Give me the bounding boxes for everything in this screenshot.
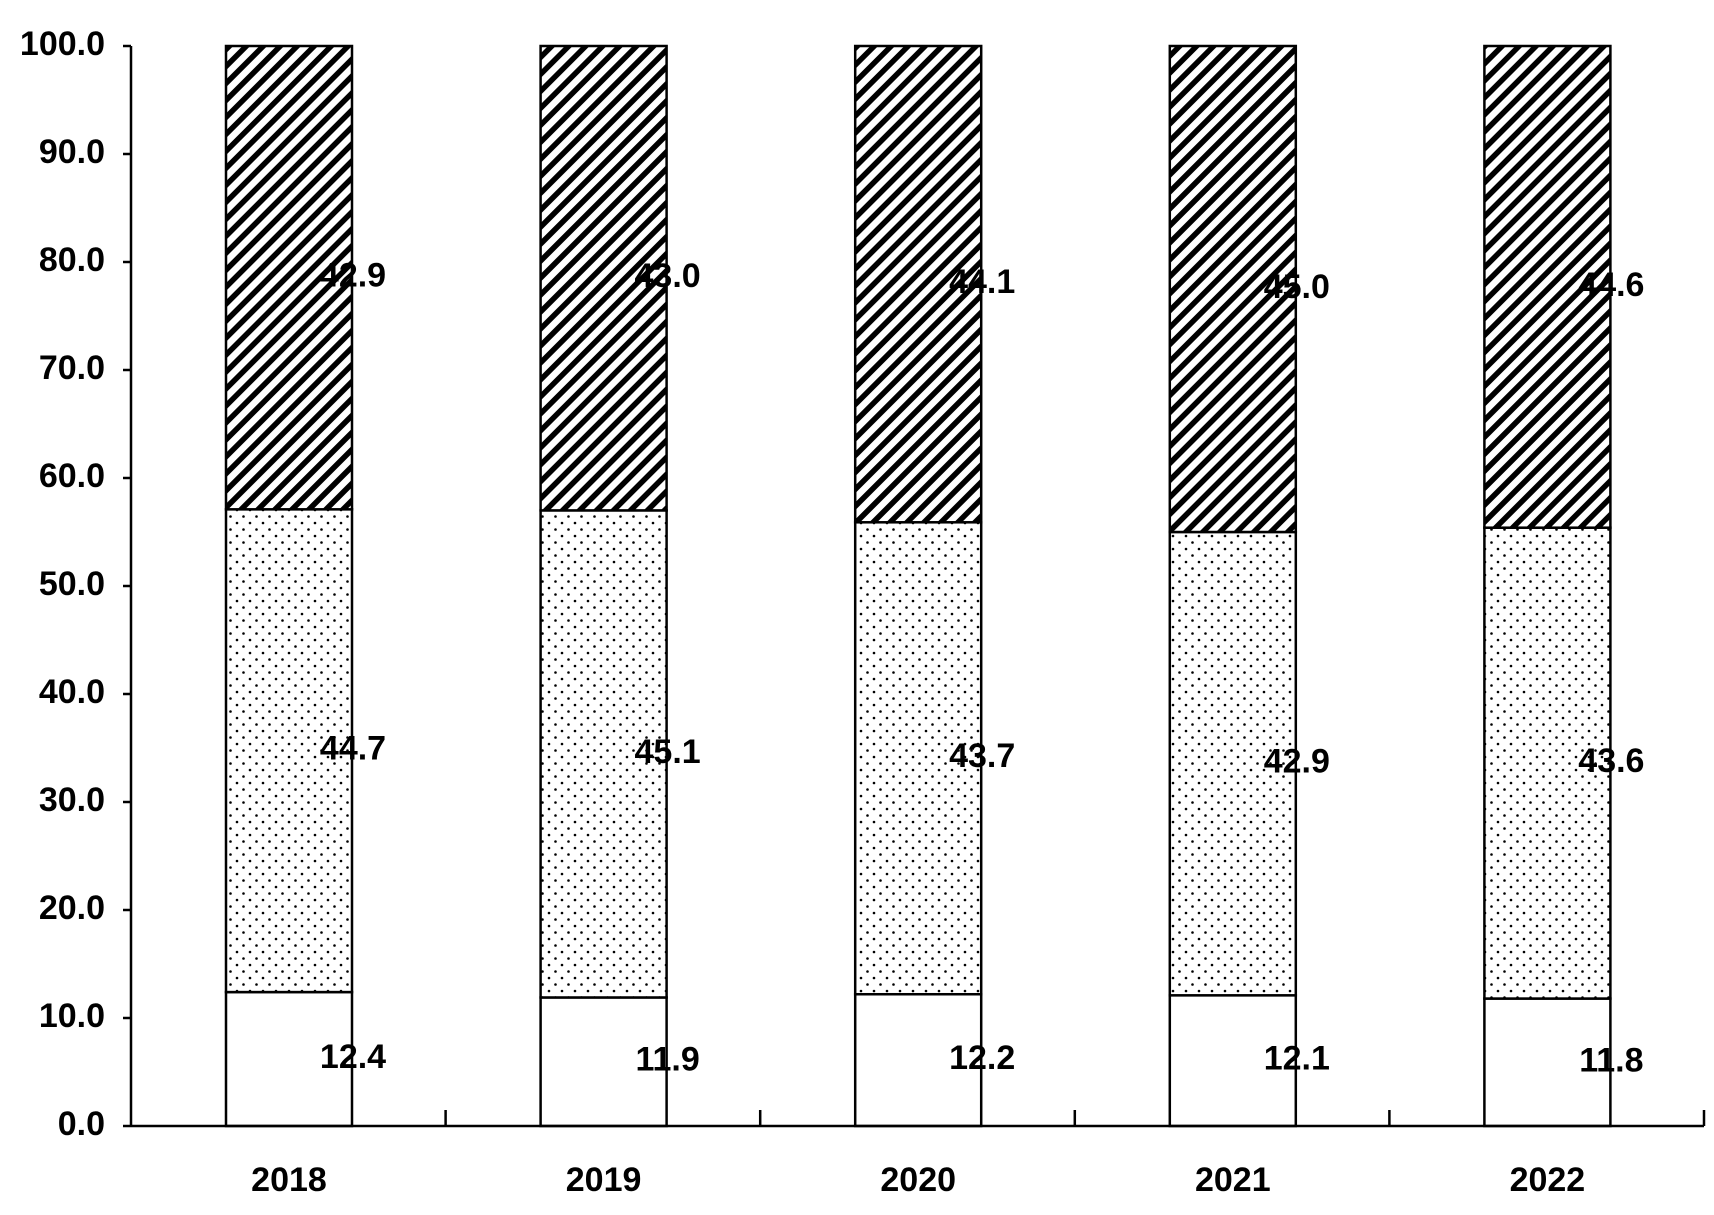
labels-layer: 0.0 10.0 20.0 30.0 40.0 50.0 60.0 70.0 80.0 90.0 1…	[20, 25, 1645, 1199]
y-tick-label: 20.0	[39, 889, 105, 927]
bar-segment-middle-2020	[853, 521, 983, 996]
bar-segment-middle-2021	[1168, 530, 1298, 997]
x-category-label-2019: 2019	[566, 1161, 642, 1199]
data-label-top-2022: 44.6	[1578, 266, 1644, 304]
bar-segment-top-2018	[224, 44, 354, 511]
data-label-middle-2020: 43.7	[949, 737, 1015, 775]
data-label-bottom-2021: 12.1	[1264, 1040, 1330, 1078]
bars-layer	[224, 44, 1612, 1128]
y-tick-label: 100.0	[20, 25, 105, 63]
axes-layer	[123, 44, 1706, 1128]
bar-segment-bottom-2021	[1168, 994, 1298, 1128]
y-tick-label: 80.0	[39, 241, 105, 279]
bar-segment-top-2020	[853, 44, 983, 524]
y-tick-label: 30.0	[39, 781, 105, 819]
bar-segment-bottom-2018	[224, 990, 354, 1128]
y-tick-label: 0.0	[58, 1105, 105, 1143]
x-category-label-2022: 2022	[1510, 1161, 1586, 1199]
bar-segment-top-2021	[1168, 44, 1298, 534]
x-category-label-2021: 2021	[1195, 1161, 1271, 1199]
data-label-bottom-2019: 11.9	[635, 1041, 699, 1079]
bar-segment-bottom-2019	[539, 996, 668, 1128]
bar-segment-middle-2019	[539, 509, 668, 999]
bar-segment-middle-2018	[224, 508, 354, 994]
y-tick-label: 90.0	[39, 133, 105, 171]
y-tick-label: 70.0	[39, 349, 105, 387]
data-label-middle-2018: 44.7	[320, 730, 386, 768]
x-category-label-2020: 2020	[880, 1161, 956, 1199]
y-tick-label: 50.0	[39, 565, 105, 603]
bar-segment-top-2022	[1483, 44, 1612, 529]
data-label-top-2019: 43.0	[635, 257, 701, 295]
data-label-top-2021: 45.0	[1264, 268, 1330, 306]
data-label-bottom-2020: 12.2	[949, 1039, 1015, 1077]
x-category-label-2018: 2018	[251, 1161, 327, 1199]
y-tick-label: 60.0	[39, 457, 105, 495]
data-label-top-2018: 42.9	[320, 257, 386, 295]
bar-segment-top-2019	[539, 44, 668, 512]
data-label-top-2020: 44.1	[949, 263, 1015, 301]
data-label-middle-2022: 43.6	[1578, 742, 1644, 780]
data-label-middle-2021: 42.9	[1264, 743, 1330, 781]
data-label-bottom-2018: 12.4	[320, 1038, 386, 1076]
y-tick-label: 40.0	[39, 673, 105, 711]
data-label-middle-2019: 45.1	[635, 733, 701, 771]
data-label-bottom-2022: 11.8	[1579, 1041, 1643, 1079]
y-tick-label: 10.0	[39, 997, 105, 1035]
